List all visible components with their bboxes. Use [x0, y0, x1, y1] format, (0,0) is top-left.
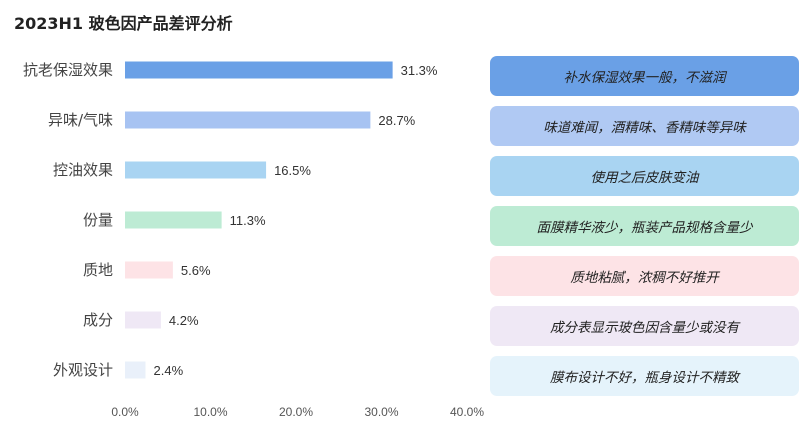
data-label: 2.4% — [154, 363, 184, 378]
annotation-box: 补水保湿效果一般，不滋润 — [490, 56, 799, 96]
annotation-box: 成分表显示玻色因含量少或没有 — [490, 306, 799, 346]
data-label: 16.5% — [274, 163, 311, 178]
x-tick-label: 0.0% — [111, 405, 139, 419]
annotation-box: 质地粘腻，浓稠不好推开 — [490, 256, 799, 296]
category-label: 控油效果 — [53, 161, 113, 179]
x-tick-label: 40.0% — [450, 405, 484, 419]
category-label: 成分 — [83, 311, 113, 329]
x-tick-label: 10.0% — [193, 405, 227, 419]
bar — [125, 361, 146, 379]
bar — [125, 61, 393, 79]
category-label: 外观设计 — [53, 361, 113, 379]
data-label: 5.6% — [181, 263, 211, 278]
x-tick-label: 30.0% — [364, 405, 398, 419]
bar — [125, 311, 161, 329]
category-label: 质地 — [83, 261, 113, 279]
annotation-box: 使用之后皮肤变油 — [490, 156, 799, 196]
annotation-box: 面膜精华液少，瓶装产品规格含量少 — [490, 206, 799, 246]
data-label: 11.3% — [230, 213, 266, 228]
data-label: 4.2% — [169, 313, 199, 328]
bar — [125, 111, 371, 129]
bar — [125, 161, 267, 179]
category-label: 份量 — [83, 211, 113, 229]
bar — [125, 211, 222, 229]
category-label: 异味/气味 — [48, 111, 113, 129]
chart-title: 2023H1 玻色因产品差评分析 — [14, 14, 233, 33]
data-label: 28.7% — [378, 113, 415, 128]
annotation-box: 味道难闻，酒精味、香精味等异味 — [490, 106, 799, 146]
data-label: 31.3% — [401, 63, 438, 78]
bar — [125, 261, 173, 279]
x-tick-label: 20.0% — [279, 405, 313, 419]
category-label: 抗老保湿效果 — [23, 61, 113, 79]
annotation-box: 膜布设计不好，瓶身设计不精致 — [490, 356, 799, 396]
